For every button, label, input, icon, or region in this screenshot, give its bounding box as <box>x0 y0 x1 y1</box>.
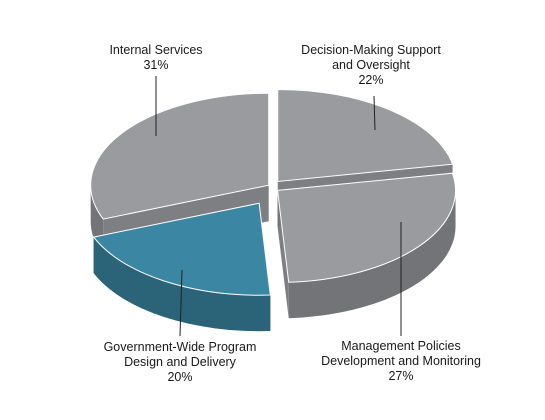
slice-2 <box>276 172 457 283</box>
slice-side <box>93 237 271 332</box>
leader-lines <box>155 76 402 337</box>
slice-label-line: Decision-Making Support <box>301 43 441 57</box>
slice-value-label: 22% <box>358 73 384 87</box>
slice-label-internal-services: Internal Services 31% <box>109 43 202 73</box>
slice-wall <box>277 190 289 319</box>
slice-label-management-policies: Management Policies Development and Moni… <box>321 339 481 384</box>
slice-label-line: Government-Wide Program <box>103 340 257 354</box>
slice-value-label: 31% <box>143 58 169 72</box>
leader-line-3 <box>179 269 183 337</box>
leader-line-1 <box>373 95 376 131</box>
slice-label-line: Management Policies <box>341 339 461 353</box>
slice-label-line: Internal Services <box>109 43 203 57</box>
slice-label-government-wide: Government-Wide Program Design and Deliv… <box>104 340 257 385</box>
slice-label-decision-making: Decision-Making Support and Oversight 22… <box>301 43 441 88</box>
slice-value-label: 27% <box>388 369 414 383</box>
slice-label-line: Development and Monitoring <box>321 354 481 368</box>
slice-side <box>288 190 456 319</box>
slice-1 <box>277 88 454 183</box>
slice-label-line: Design and Delivery <box>124 355 236 369</box>
slice-4 <box>90 92 270 220</box>
slice-value-label: 20% <box>167 370 193 384</box>
slice-label-line: and Oversight <box>332 58 410 72</box>
slice-3 <box>92 202 271 296</box>
slice-tops <box>90 88 457 296</box>
